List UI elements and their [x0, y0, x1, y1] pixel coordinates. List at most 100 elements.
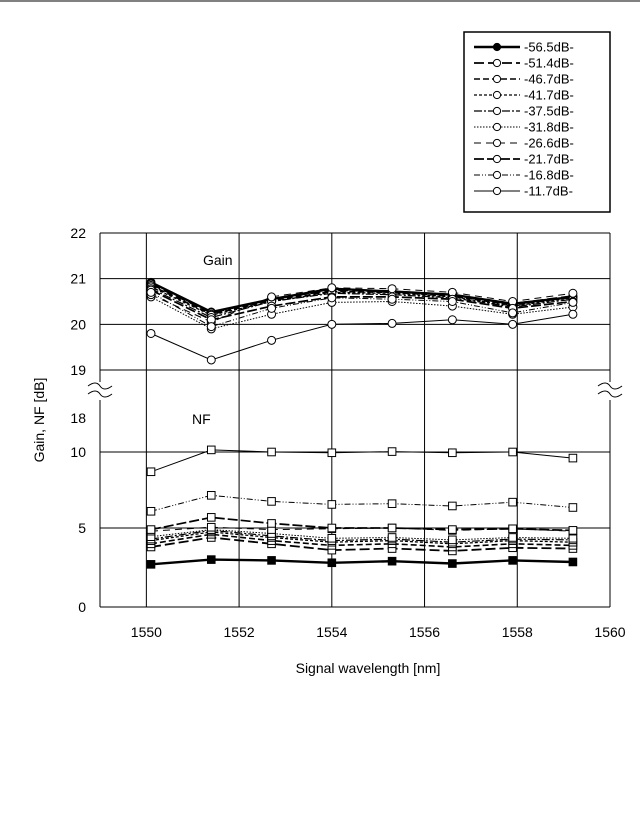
nf-point-9-6	[509, 448, 517, 456]
nf-point-8-5	[449, 502, 457, 510]
legend-marker-9	[493, 187, 500, 194]
gain-point-6-4	[388, 285, 396, 293]
gain-point-9-5	[448, 316, 456, 324]
nf-point-5-3	[328, 534, 336, 542]
gain-point-8-2	[268, 304, 276, 312]
gain-annotation: Gain	[203, 252, 233, 268]
nf-point-9-1	[207, 446, 215, 454]
legend-marker-6	[493, 139, 500, 146]
nf-tick-label-18: 18	[70, 410, 86, 426]
gain-tick-label-22: 22	[70, 225, 86, 241]
nf-point-0-0	[147, 561, 155, 569]
legend-marker-8	[493, 171, 500, 178]
legend-marker-4	[493, 107, 500, 114]
gain-tick-label-20: 20	[70, 316, 86, 332]
x-tick-label-1556: 1556	[409, 624, 440, 640]
nf-point-7-1	[207, 514, 215, 522]
nf-tick-label-0: 0	[78, 599, 86, 615]
nf-point-8-7	[569, 504, 577, 512]
nf-point-0-5	[449, 560, 457, 568]
gain-tick-label-19: 19	[70, 362, 86, 378]
axis-break-right-a	[598, 383, 622, 389]
nf-point-8-6	[509, 498, 517, 506]
legend-label-3: -41.7dB-	[524, 88, 574, 103]
gain-point-6-2	[268, 293, 276, 301]
series-layer	[147, 278, 577, 568]
x-tick-label-1554: 1554	[316, 624, 347, 640]
nf-point-7-2	[268, 520, 276, 528]
nf-point-9-4	[388, 448, 396, 456]
nf-point-9-7	[569, 454, 577, 462]
gain-point-8-1	[207, 323, 215, 331]
nf-point-0-6	[509, 557, 517, 565]
x-axis-label: Signal wavelength [nm]	[296, 660, 441, 676]
gain-point-9-3	[328, 320, 336, 328]
nf-point-0-1	[207, 556, 215, 564]
nf-point-8-2	[268, 498, 276, 506]
x-tick-label-1560: 1560	[594, 624, 625, 640]
legend-label-7: -21.7dB-	[524, 152, 574, 167]
nf-point-5-7	[569, 534, 577, 542]
gain-point-6-3	[328, 284, 336, 292]
nf-tick-label-5: 5	[78, 520, 86, 536]
legend-marker-3	[493, 91, 500, 98]
legend-label-2: -46.7dB-	[524, 72, 574, 87]
x-tick-label-1558: 1558	[502, 624, 533, 640]
legend-marker-1	[493, 59, 500, 66]
series-9	[147, 310, 577, 475]
gain-point-9-0	[147, 329, 155, 337]
gain-point-9-6	[509, 320, 517, 328]
nf-point-8-3	[328, 501, 336, 509]
gain-point-8-3	[328, 294, 336, 302]
gain-point-9-1	[207, 356, 215, 364]
nf-point-9-2	[268, 448, 276, 456]
nf-annotation: NF	[192, 411, 211, 427]
nf-point-7-0	[147, 526, 155, 534]
gain-point-8-6	[509, 309, 517, 317]
axis-break-left-b	[88, 391, 112, 397]
nf-point-6-1	[207, 523, 215, 531]
nf-point-8-4	[388, 500, 396, 508]
axis-break-right-b	[598, 391, 622, 397]
legend-label-5: -31.8dB-	[524, 120, 574, 135]
nf-point-7-6	[509, 525, 517, 533]
nf-point-9-3	[328, 449, 336, 457]
legend: -56.5dB--51.4dB--46.7dB--41.7dB--37.5dB-…	[464, 32, 610, 212]
nf-point-5-6	[509, 534, 517, 542]
nf-point-7-4	[388, 524, 396, 532]
nf-point-0-3	[328, 559, 336, 567]
axis-break-left-a	[88, 383, 112, 389]
legend-label-4: -37.5dB-	[524, 104, 574, 119]
legend-marker-0	[493, 43, 500, 50]
gain-point-8-4	[388, 295, 396, 303]
nf-point-0-2	[268, 557, 276, 565]
gain-point-9-4	[388, 319, 396, 327]
x-tick-label-1552: 1552	[224, 624, 255, 640]
nf-point-8-1	[207, 492, 215, 500]
legend-marker-7	[493, 155, 500, 162]
x-tick-label-1550: 1550	[131, 624, 162, 640]
legend-label-1: -51.4dB-	[524, 56, 574, 71]
nf-tick-label-10: 10	[70, 444, 86, 460]
nf-point-7-7	[569, 527, 577, 535]
gain-point-8-7	[569, 298, 577, 306]
gain-point-9-2	[268, 336, 276, 344]
legend-label-8: -16.8dB-	[524, 168, 574, 183]
legend-marker-2	[493, 75, 500, 82]
gain-point-8-0	[147, 288, 155, 296]
nf-point-9-0	[147, 468, 155, 476]
legend-marker-5	[493, 123, 500, 130]
nf-point-8-0	[147, 507, 155, 515]
nf-point-5-4	[388, 534, 396, 542]
legend-label-0: -56.5dB-	[524, 40, 574, 55]
legend-label-9: -11.7dB-	[524, 184, 573, 199]
nf-point-0-4	[388, 557, 396, 565]
nf-point-7-5	[449, 526, 457, 534]
gain-point-6-7	[569, 289, 577, 297]
nf-point-7-3	[328, 524, 336, 532]
gain-tick-label-21: 21	[70, 271, 86, 287]
gain-point-9-7	[569, 310, 577, 318]
y-axis-label: Gain, NF [dB]	[31, 378, 47, 463]
gain-point-8-5	[448, 298, 456, 306]
